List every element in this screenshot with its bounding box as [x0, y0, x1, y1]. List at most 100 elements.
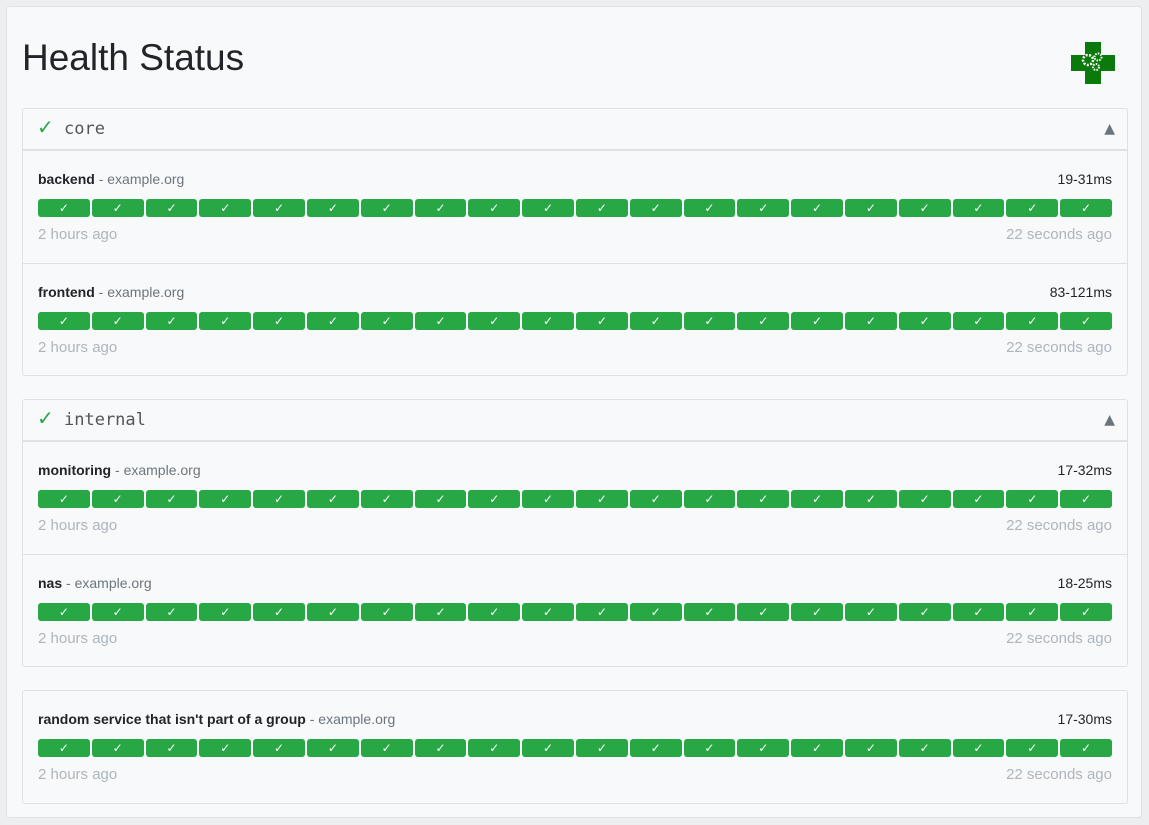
- result-bar-success[interactable]: ✓: [199, 490, 252, 508]
- result-bar-success[interactable]: ✓: [844, 490, 897, 508]
- result-bar-success[interactable]: ✓: [629, 199, 682, 217]
- result-bar-success[interactable]: ✓: [791, 603, 843, 621]
- result-bar-success[interactable]: ✓: [737, 739, 790, 757]
- result-bar-success[interactable]: ✓: [683, 490, 736, 508]
- result-bar-success[interactable]: ✓: [91, 603, 144, 621]
- result-bar-success[interactable]: ✓: [952, 312, 1005, 330]
- result-bar-success[interactable]: ✓: [91, 199, 144, 217]
- result-bar-success[interactable]: ✓: [522, 490, 574, 508]
- result-bar-success[interactable]: ✓: [791, 199, 843, 217]
- result-bar-success[interactable]: ✓: [575, 312, 628, 330]
- result-bar-success[interactable]: ✓: [468, 312, 521, 330]
- result-bar-success[interactable]: ✓: [575, 199, 628, 217]
- result-bar-success[interactable]: ✓: [898, 490, 951, 508]
- result-bar-success[interactable]: ✓: [1006, 490, 1059, 508]
- result-bar-success[interactable]: ✓: [414, 490, 467, 508]
- result-bar-success[interactable]: ✓: [199, 312, 252, 330]
- result-bar-success[interactable]: ✓: [306, 490, 359, 508]
- result-bar-success[interactable]: ✓: [414, 312, 467, 330]
- result-bar-success[interactable]: ✓: [898, 603, 951, 621]
- result-bar-success[interactable]: ✓: [306, 312, 359, 330]
- result-bar-success[interactable]: ✓: [952, 739, 1005, 757]
- result-bar-success[interactable]: ✓: [1060, 603, 1112, 621]
- result-bar-success[interactable]: ✓: [38, 199, 90, 217]
- result-bar-success[interactable]: ✓: [1060, 490, 1112, 508]
- result-bar-success[interactable]: ✓: [91, 490, 144, 508]
- result-bar-success[interactable]: ✓: [522, 312, 574, 330]
- result-bar-success[interactable]: ✓: [360, 490, 413, 508]
- result-bar-success[interactable]: ✓: [898, 739, 951, 757]
- result-bar-success[interactable]: ✓: [360, 603, 413, 621]
- result-bar-success[interactable]: ✓: [468, 739, 521, 757]
- result-bar-success[interactable]: ✓: [1060, 312, 1112, 330]
- result-bar-success[interactable]: ✓: [253, 603, 305, 621]
- result-bar-success[interactable]: ✓: [737, 603, 790, 621]
- result-bar-success[interactable]: ✓: [306, 739, 359, 757]
- result-bar-success[interactable]: ✓: [575, 603, 628, 621]
- result-bar-success[interactable]: ✓: [1006, 199, 1059, 217]
- result-bar-success[interactable]: ✓: [38, 490, 90, 508]
- result-bar-success[interactable]: ✓: [145, 199, 198, 217]
- result-bar-success[interactable]: ✓: [791, 490, 843, 508]
- result-bar-success[interactable]: ✓: [468, 490, 521, 508]
- result-bar-success[interactable]: ✓: [306, 199, 359, 217]
- result-bar-success[interactable]: ✓: [844, 199, 897, 217]
- collapse-toggle-icon[interactable]: ▲: [1104, 412, 1115, 428]
- result-bar-success[interactable]: ✓: [145, 739, 198, 757]
- result-bar-success[interactable]: ✓: [1060, 739, 1112, 757]
- result-bar-success[interactable]: ✓: [952, 603, 1005, 621]
- result-bar-success[interactable]: ✓: [306, 603, 359, 621]
- result-bar-success[interactable]: ✓: [1006, 739, 1059, 757]
- result-bar-success[interactable]: ✓: [683, 199, 736, 217]
- result-bar-success[interactable]: ✓: [414, 603, 467, 621]
- result-bar-success[interactable]: ✓: [360, 199, 413, 217]
- result-bar-success[interactable]: ✓: [737, 312, 790, 330]
- result-bar-success[interactable]: ✓: [38, 312, 90, 330]
- result-bar-success[interactable]: ✓: [844, 312, 897, 330]
- result-bar-success[interactable]: ✓: [629, 603, 682, 621]
- result-bar-success[interactable]: ✓: [522, 603, 574, 621]
- result-bar-success[interactable]: ✓: [199, 199, 252, 217]
- result-bar-success[interactable]: ✓: [414, 199, 467, 217]
- result-bar-success[interactable]: ✓: [683, 603, 736, 621]
- result-bar-success[interactable]: ✓: [199, 739, 252, 757]
- result-bar-success[interactable]: ✓: [683, 312, 736, 330]
- result-bar-success[interactable]: ✓: [629, 490, 682, 508]
- result-bar-success[interactable]: ✓: [791, 312, 843, 330]
- result-bar-success[interactable]: ✓: [844, 739, 897, 757]
- result-bar-success[interactable]: ✓: [468, 603, 521, 621]
- result-bar-success[interactable]: ✓: [898, 312, 951, 330]
- result-bar-success[interactable]: ✓: [737, 490, 790, 508]
- result-bar-success[interactable]: ✓: [1006, 312, 1059, 330]
- result-bar-success[interactable]: ✓: [1060, 199, 1112, 217]
- result-bar-success[interactable]: ✓: [253, 490, 305, 508]
- result-bar-success[interactable]: ✓: [253, 312, 305, 330]
- result-bar-success[interactable]: ✓: [683, 739, 736, 757]
- result-bar-success[interactable]: ✓: [145, 603, 198, 621]
- result-bar-success[interactable]: ✓: [38, 739, 90, 757]
- result-bar-success[interactable]: ✓: [145, 312, 198, 330]
- result-bar-success[interactable]: ✓: [952, 199, 1005, 217]
- result-bar-success[interactable]: ✓: [360, 739, 413, 757]
- result-bar-success[interactable]: ✓: [629, 312, 682, 330]
- result-bar-success[interactable]: ✓: [253, 739, 305, 757]
- result-bar-success[interactable]: ✓: [791, 739, 843, 757]
- result-bar-success[interactable]: ✓: [575, 739, 628, 757]
- result-bar-success[interactable]: ✓: [360, 312, 413, 330]
- group-header[interactable]: ✓ core ▲: [23, 109, 1127, 151]
- result-bar-success[interactable]: ✓: [253, 199, 305, 217]
- result-bar-success[interactable]: ✓: [737, 199, 790, 217]
- result-bar-success[interactable]: ✓: [898, 199, 951, 217]
- result-bar-success[interactable]: ✓: [91, 739, 144, 757]
- result-bar-success[interactable]: ✓: [1006, 603, 1059, 621]
- group-header[interactable]: ✓ internal ▲: [23, 400, 1127, 442]
- result-bar-success[interactable]: ✓: [91, 312, 144, 330]
- result-bar-success[interactable]: ✓: [199, 603, 252, 621]
- result-bar-success[interactable]: ✓: [952, 490, 1005, 508]
- result-bar-success[interactable]: ✓: [844, 603, 897, 621]
- result-bar-success[interactable]: ✓: [38, 603, 90, 621]
- result-bar-success[interactable]: ✓: [629, 739, 682, 757]
- result-bar-success[interactable]: ✓: [468, 199, 521, 217]
- result-bar-success[interactable]: ✓: [522, 199, 574, 217]
- result-bar-success[interactable]: ✓: [575, 490, 628, 508]
